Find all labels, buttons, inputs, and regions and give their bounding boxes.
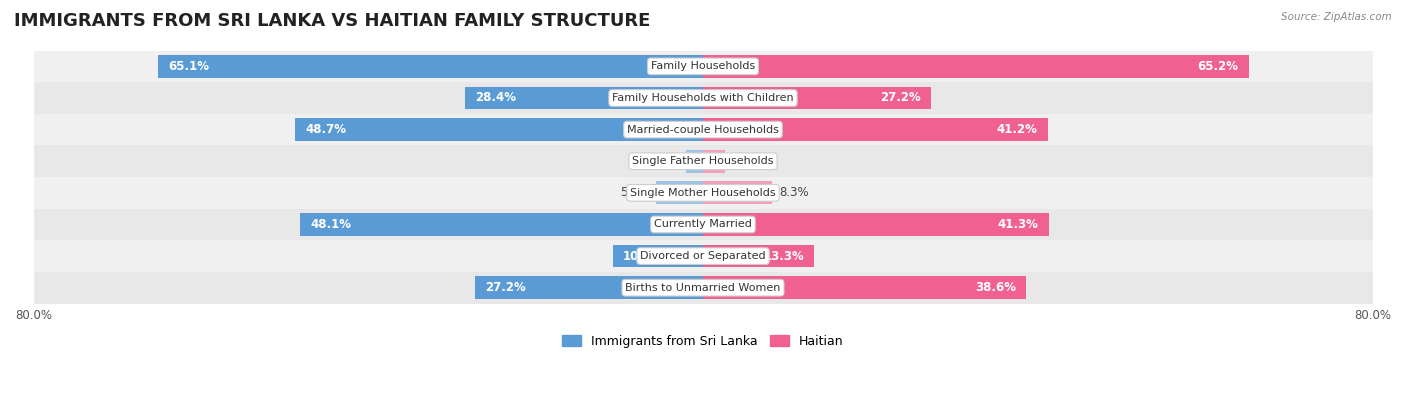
Bar [703, 87, 931, 109]
Bar [159, 55, 703, 78]
Text: Births to Unmarried Women: Births to Unmarried Women [626, 283, 780, 293]
Text: 2.0%: 2.0% [650, 155, 679, 168]
Text: 41.3%: 41.3% [998, 218, 1039, 231]
Text: IMMIGRANTS FROM SRI LANKA VS HAITIAN FAMILY STRUCTURE: IMMIGRANTS FROM SRI LANKA VS HAITIAN FAM… [14, 12, 651, 30]
Text: 65.2%: 65.2% [1198, 60, 1239, 73]
Text: 10.8%: 10.8% [623, 250, 664, 263]
Text: Married-couple Households: Married-couple Households [627, 124, 779, 135]
Text: Currently Married: Currently Married [654, 220, 752, 229]
Text: Family Households: Family Households [651, 61, 755, 71]
Text: 13.3%: 13.3% [763, 250, 804, 263]
Bar [703, 118, 1047, 141]
Bar [34, 240, 1372, 272]
Bar [703, 55, 1249, 78]
Text: 41.2%: 41.2% [997, 123, 1038, 136]
Text: 38.6%: 38.6% [974, 281, 1017, 294]
Text: 27.2%: 27.2% [880, 92, 921, 105]
Text: Single Mother Households: Single Mother Households [630, 188, 776, 198]
Bar [34, 82, 1372, 114]
Text: Divorced or Separated: Divorced or Separated [640, 251, 766, 261]
Bar [465, 87, 703, 109]
Bar [34, 145, 1372, 177]
Bar [34, 272, 1372, 303]
Bar [657, 181, 703, 204]
Bar [703, 276, 1026, 299]
Text: 65.1%: 65.1% [169, 60, 209, 73]
Text: Single Father Households: Single Father Households [633, 156, 773, 166]
Text: Family Households with Children: Family Households with Children [612, 93, 794, 103]
Text: Source: ZipAtlas.com: Source: ZipAtlas.com [1281, 12, 1392, 22]
Bar [703, 245, 814, 267]
Bar [703, 150, 724, 173]
Text: 28.4%: 28.4% [475, 92, 516, 105]
Bar [301, 213, 703, 236]
Bar [613, 245, 703, 267]
Legend: Immigrants from Sri Lanka, Haitian: Immigrants from Sri Lanka, Haitian [557, 330, 849, 353]
Text: 2.6%: 2.6% [731, 155, 761, 168]
Bar [703, 213, 1049, 236]
Bar [686, 150, 703, 173]
Text: 48.7%: 48.7% [305, 123, 346, 136]
Bar [475, 276, 703, 299]
Text: 8.3%: 8.3% [779, 186, 808, 199]
Bar [34, 51, 1372, 82]
Bar [34, 114, 1372, 145]
Bar [295, 118, 703, 141]
Text: 27.2%: 27.2% [485, 281, 526, 294]
Bar [34, 209, 1372, 240]
Bar [34, 177, 1372, 209]
Bar [703, 181, 772, 204]
Text: 48.1%: 48.1% [311, 218, 352, 231]
Text: 5.6%: 5.6% [620, 186, 650, 199]
